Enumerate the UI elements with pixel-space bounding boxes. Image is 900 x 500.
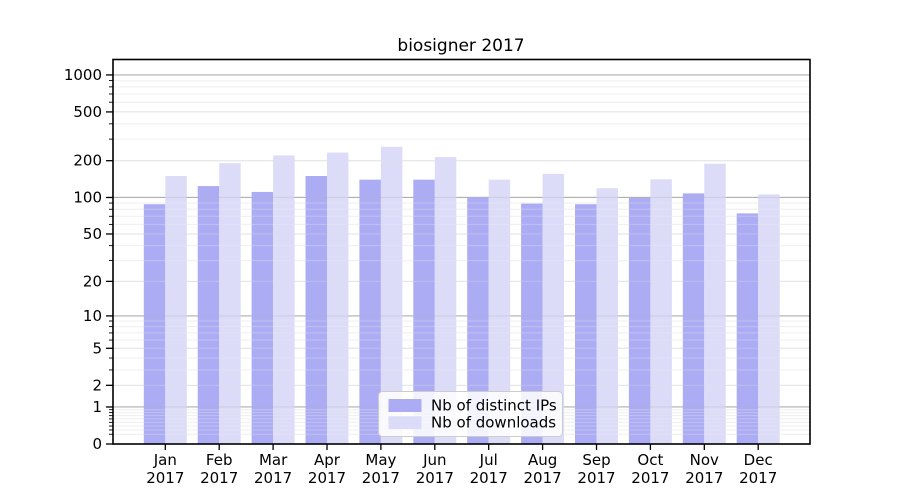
x-tick-label: Jul 2017 <box>470 451 508 487</box>
bar-nb-of-distinct-ips <box>521 203 543 444</box>
bar-nb-of-downloads <box>542 173 565 444</box>
bar-nb-of-distinct-ips <box>736 213 759 444</box>
x-tick-label: May 2017 <box>362 451 400 487</box>
x-tick-label: Oct 2017 <box>631 451 669 487</box>
legend-label-1: Nb of downloads <box>431 414 556 432</box>
y-tick-label: 1000 <box>64 66 102 84</box>
bar-nb-of-distinct-ips <box>575 204 597 444</box>
bar-nb-of-downloads <box>219 163 241 445</box>
x-tick-label: Jan 2017 <box>146 451 184 487</box>
bar-nb-of-distinct-ips <box>413 179 435 444</box>
bar-nb-of-distinct-ips <box>467 196 489 444</box>
x-tick-label: Nov 2017 <box>685 451 723 487</box>
x-tick-label: Sep 2017 <box>577 451 615 487</box>
y-tick-label: 1 <box>92 398 102 416</box>
legend-swatch-0 <box>388 399 422 412</box>
bar-nb-of-downloads <box>380 146 403 444</box>
bar-nb-of-distinct-ips <box>197 186 220 444</box>
bar-nb-of-downloads <box>704 163 726 444</box>
y-tick-label: 50 <box>83 225 102 243</box>
x-tick-label: Aug 2017 <box>524 451 562 487</box>
x-tick-label: Dec 2017 <box>739 451 777 487</box>
y-tick-label: 5 <box>92 339 102 357</box>
bar-nb-of-distinct-ips <box>143 204 166 444</box>
bar-nb-of-distinct-ips <box>251 191 274 444</box>
y-tick-label: 500 <box>73 103 102 121</box>
bar-nb-of-distinct-ips <box>359 179 381 444</box>
axes-layer: 0 1 2 5 10 20 50 100 200 500 1000 Jan 2017 Feb 2017 Mar… <box>64 58 811 487</box>
legend-label-0: Nb of distinct IPs <box>431 397 557 415</box>
bar-nb-of-downloads <box>165 175 187 444</box>
bar-nb-of-downloads <box>650 179 672 444</box>
x-tick-label: Mar 2017 <box>254 451 292 487</box>
legend-box <box>378 391 563 437</box>
y-tick-label: 200 <box>73 152 102 170</box>
bar-nb-of-distinct-ips <box>628 198 651 444</box>
bar-nb-of-downloads <box>596 188 618 444</box>
legend-swatch-1 <box>388 416 422 430</box>
bars-layer <box>143 146 780 445</box>
chart-title: biosigner 2017 <box>397 36 524 56</box>
x-tick-label: Feb 2017 <box>200 451 238 487</box>
y-tick-label: 0 <box>92 435 102 453</box>
y-tick-label: 100 <box>73 188 102 206</box>
y-tick-label: 20 <box>83 272 102 290</box>
bar-nb-of-downloads <box>273 155 295 444</box>
x-tick-label: Apr 2017 <box>308 451 346 487</box>
bar-nb-of-downloads <box>327 152 349 444</box>
y-tick-label: 2 <box>92 376 102 394</box>
bar-nb-of-downloads <box>488 179 511 444</box>
bar-nb-of-distinct-ips <box>305 175 327 444</box>
bar-nb-of-downloads <box>434 157 457 444</box>
y-tick-label: 10 <box>83 307 102 325</box>
bar-nb-of-downloads <box>758 194 780 444</box>
bar-nb-of-distinct-ips <box>682 193 705 444</box>
x-tick-label: Jun 2017 <box>416 451 454 487</box>
